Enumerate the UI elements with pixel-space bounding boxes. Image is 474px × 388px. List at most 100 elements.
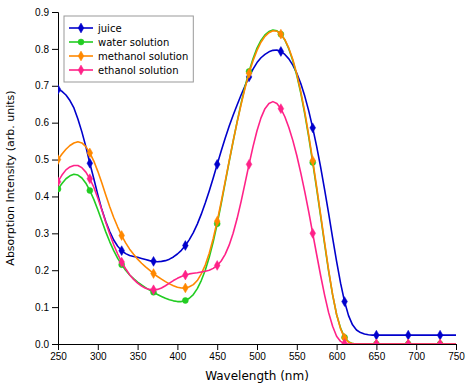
tick: 700 [408, 344, 425, 362]
x-axis: 250 300 350 400 450 500 550 600 650 700 750 [50, 344, 465, 362]
tick: 0.3 [35, 228, 58, 239]
tick-mark [52, 270, 58, 271]
legend-item: water solution [69, 37, 169, 48]
tick-mark [52, 196, 58, 197]
tick-mark [52, 123, 58, 124]
tick: 600 [329, 344, 346, 362]
tick-label: 350 [130, 351, 147, 362]
legend-label: water solution [98, 37, 169, 48]
tick-label: 400 [170, 351, 187, 362]
tick-mark [52, 86, 58, 87]
marker [214, 159, 220, 169]
tick-mark [52, 233, 58, 234]
marker [119, 246, 125, 256]
tick: 650 [369, 344, 386, 362]
marker [310, 123, 316, 133]
tick-mark [52, 344, 58, 345]
marker [151, 256, 157, 266]
legend-marker [78, 65, 84, 75]
tick: 0.1 [35, 302, 58, 313]
tick: 500 [249, 344, 266, 362]
marker [342, 339, 348, 344]
marker [278, 104, 284, 114]
tick: 0.4 [35, 191, 58, 202]
marker [246, 68, 252, 78]
marker [405, 339, 411, 344]
tick-label: 0.0 [35, 339, 49, 350]
legend-marker [78, 39, 84, 45]
tick-mark [217, 344, 218, 350]
tick: 0.7 [35, 80, 58, 91]
legend-item: methanol solution [69, 51, 188, 62]
tick-label: 500 [249, 351, 266, 362]
tick: 300 [90, 344, 107, 362]
tick-mark [177, 344, 178, 350]
tick-label: 0.8 [35, 44, 49, 55]
tick-mark [52, 160, 58, 161]
marker [58, 85, 61, 95]
marker [278, 47, 284, 57]
marker [183, 241, 189, 251]
marker [182, 297, 188, 303]
tick-label: 0.1 [35, 302, 49, 313]
tick-mark [52, 12, 58, 13]
series-line [58, 102, 456, 344]
tick-mark [376, 344, 377, 350]
tick-mark [416, 344, 417, 350]
tick: 0.8 [35, 44, 58, 55]
marker [119, 231, 125, 241]
tick: 0.2 [35, 265, 58, 276]
marker [246, 159, 252, 169]
legend-marker [78, 51, 84, 61]
y-axis: 0.00.10.20.30.40.50.60.70.80.9 [35, 7, 58, 350]
tick-mark [52, 49, 58, 50]
marker [214, 216, 220, 226]
marker [119, 257, 125, 267]
marker [278, 29, 284, 39]
chart: 250 300 350 400 450 500 550 600 650 700 750 0.0 0.1 0… [0, 0, 474, 388]
tick-mark [52, 307, 58, 308]
tick-label: 250 [50, 351, 67, 362]
legend-label: ethanol solution [98, 65, 179, 76]
marker [374, 339, 380, 344]
tick-label: 550 [289, 351, 306, 362]
tick-label: 0.6 [35, 117, 49, 128]
tick-label: 0.5 [35, 154, 49, 165]
tick: 0.6 [35, 117, 58, 128]
tick: 0.0 [35, 339, 58, 350]
tick-label: 0.3 [35, 228, 49, 239]
series-line [58, 50, 456, 335]
marker [437, 339, 443, 344]
x-axis-title: Wavelength (nm) [205, 369, 309, 383]
legend: juice water solution methanol solution etha… [64, 16, 193, 82]
marker [183, 270, 189, 280]
tick-label: 0.4 [35, 191, 49, 202]
tick: 250 [50, 344, 67, 362]
legend-item: ethanol solution [69, 65, 179, 76]
tick-mark [456, 344, 457, 350]
legend-label: juice [97, 23, 122, 34]
axis-line [59, 345, 457, 351]
marker [214, 261, 220, 271]
legend-item: juice [69, 23, 122, 34]
legend-box [64, 16, 193, 82]
marker [342, 297, 348, 307]
marker [310, 156, 316, 166]
marker [151, 269, 157, 279]
legend-label: methanol solution [98, 51, 188, 62]
tick-label: 300 [90, 351, 107, 362]
marker [58, 186, 61, 192]
marker [374, 339, 380, 344]
tick: 400 [170, 344, 187, 362]
tick: 0.5 [35, 154, 58, 165]
tick-label: 700 [408, 351, 425, 362]
marker [87, 148, 93, 158]
tick-mark [297, 344, 298, 350]
tick-label: 650 [369, 351, 386, 362]
tick-label: 0.7 [35, 80, 49, 91]
y-axis-title: Absorption Intensity (arb. units) [4, 90, 17, 265]
marker [87, 188, 93, 194]
marker [87, 158, 93, 168]
tick: 750 [448, 344, 465, 362]
tick: 450 [209, 344, 226, 362]
